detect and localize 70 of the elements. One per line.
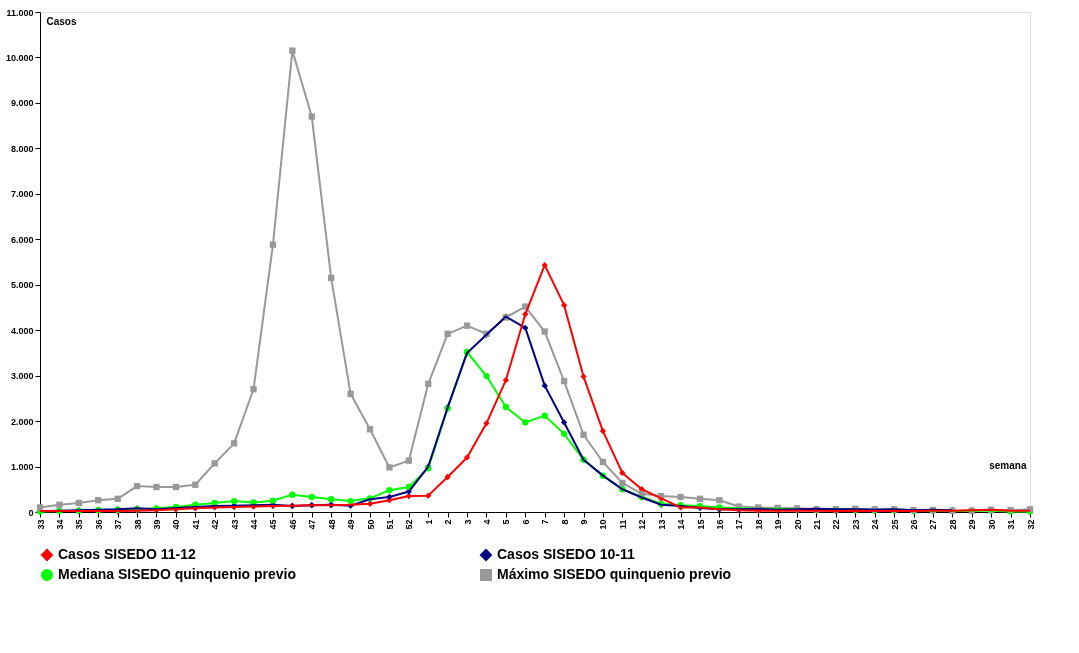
x-tick-label: 43 [229,519,240,530]
x-tick-label: 2 [443,519,454,525]
x-tick-label: 33 [35,519,46,530]
x-tick-label: 11 [617,519,628,530]
x-tick-label: 5 [501,519,512,525]
x-tick-label: 3 [462,519,473,525]
x-tick-label: 4 [481,519,492,525]
x-tick-label: 37 [113,519,124,530]
x-tick-label: 1 [423,519,434,525]
x-tick-label: 13 [656,519,667,530]
x-tick-label: 26 [909,519,920,530]
x-tick-label: 34 [54,519,65,530]
x-tick-label: 32 [1025,519,1036,530]
x-tick-label: 22 [831,519,842,530]
y-tick-label: 4.000 [10,325,34,336]
x-tick-label: 14 [676,519,687,530]
y-tick-label: 8.000 [10,143,34,154]
y-tick-label: 0 [28,507,34,518]
x-tick-label: 39 [151,519,162,530]
x-axis-title: semana [989,459,1027,471]
x-tick-label: 21 [811,519,822,530]
x-tick-label: 48 [326,519,337,530]
y-tick-label: 5.000 [10,280,34,291]
x-tick-label: 52 [404,519,415,530]
y-tick-label: 3.000 [10,371,34,382]
legend-label: Mediana SISEDO quinquenio previo [58,566,297,582]
x-tick-label: 10 [598,519,609,530]
x-tick-label: 23 [850,519,861,530]
x-tick-label: 46 [287,519,298,530]
x-tick-label: 7 [540,519,551,525]
x-tick-label: 18 [753,519,764,530]
x-tick-label: 6 [520,519,531,525]
x-tick-label: 16 [714,519,725,530]
x-tick-label: 12 [637,519,648,530]
x-tick-label: 36 [93,519,104,530]
y-tick-label: 9.000 [10,98,34,109]
x-tick-label: 49 [346,519,357,530]
y-tick-label: 11.000 [6,7,34,18]
x-tick-label: 42 [210,519,221,530]
x-tick-label: 9 [579,519,590,525]
x-tick-label: 30 [986,519,997,530]
x-tick-label: 25 [889,519,900,530]
legend-label: Casos SISEDO 11-12 [58,546,196,562]
y-axis-title: Casos [46,15,77,27]
x-tick-label: 40 [171,519,182,530]
x-tick-label: 38 [132,519,143,530]
x-tick-label: 20 [792,519,803,530]
y-tick-label: 1.000 [10,462,34,473]
y-tick-label: 10.000 [5,52,34,63]
x-tick-label: 47 [307,519,318,530]
x-tick-label: 45 [268,519,279,530]
x-tick-label: 8 [559,519,570,525]
x-tick-label: 50 [365,519,376,530]
x-tick-label: 29 [967,519,978,530]
x-tick-label: 51 [384,519,395,530]
legend-label: Máximo SISEDO quinquenio previo [497,566,732,582]
x-tick-label: 41 [190,519,201,530]
x-tick-label: 17 [734,519,745,530]
x-tick-label: 27 [928,519,939,530]
x-tick-label: 28 [947,519,958,530]
x-tick-label: 35 [74,519,85,530]
x-tick-label: 31 [1006,519,1017,530]
y-tick-label: 6.000 [10,234,34,245]
y-tick-label: 2.000 [10,416,34,427]
x-tick-label: 15 [695,519,706,530]
legend-label: Casos SISEDO 10-11 [497,546,635,562]
x-tick-label: 44 [249,519,260,530]
x-tick-label: 19 [773,519,784,530]
y-tick-label: 7.000 [10,189,34,200]
x-tick-label: 24 [870,519,881,530]
